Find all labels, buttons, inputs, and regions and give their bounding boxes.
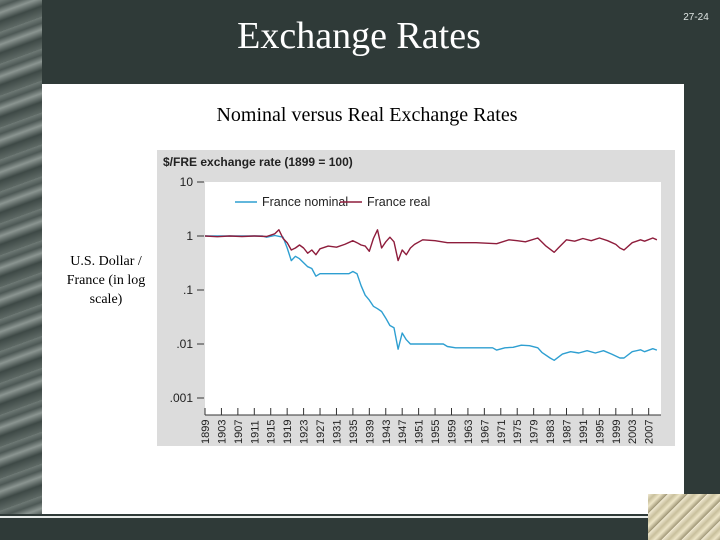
x-tick-label: 1999 — [611, 420, 623, 444]
x-tick-label: 2007 — [644, 420, 656, 444]
x-tick-label: 2003 — [627, 420, 639, 444]
x-tick-label: 1983 — [545, 420, 557, 444]
y-tick-label: .01 — [176, 337, 193, 351]
x-axis: 1899 1903 1907 1911 1915 1919 1923 1927 1931 1935… — [200, 408, 661, 444]
plot-area — [205, 182, 661, 415]
series-lines — [204, 229, 658, 361]
x-tick-label: 1959 — [446, 420, 458, 444]
x-tick-label: 1943 — [381, 420, 393, 444]
x-tick-label: 1927 — [315, 420, 327, 444]
legend-label: France real — [367, 195, 430, 209]
x-tick-label: 1951 — [414, 420, 426, 444]
x-tick-label: 1947 — [397, 420, 409, 444]
series-line-france-real — [204, 229, 658, 262]
x-tick-label: 1935 — [348, 420, 360, 444]
legend: France nominal France real — [235, 195, 430, 209]
legend-label: France nominal — [262, 195, 348, 209]
right-frame — [684, 0, 720, 540]
x-tick-label: 1907 — [233, 420, 245, 444]
x-tick-label: 1971 — [496, 420, 508, 444]
page-number: 27-24 — [683, 12, 709, 23]
y-tick-label: .001 — [170, 391, 194, 405]
bottom-rule — [0, 516, 650, 518]
left-texture-strip — [0, 0, 42, 540]
chart-title: $/FRE exchange rate (1899 = 100) — [163, 155, 353, 169]
x-tick-label: 1911 — [249, 420, 261, 444]
axis-side-note: U.S. Dollar / France (in log scale) — [66, 254, 146, 307]
series-line-france-nominal — [205, 234, 658, 361]
x-tick-label: 1955 — [430, 420, 442, 444]
x-tick-label: 1987 — [562, 420, 574, 444]
slide-subtitle: Nominal versus Real Exchange Rates — [216, 104, 518, 126]
x-tick-label: 1919 — [282, 420, 294, 444]
exchange-rate-chart: $/FRE exchange rate (1899 = 100) 10 1 .1 .0… — [157, 150, 675, 446]
x-tick-label: 1967 — [479, 420, 491, 444]
y-axis: 10 1 .1 .01 .001 — [170, 175, 204, 405]
y-tick-label: 10 — [180, 175, 194, 189]
x-tick-label: 1979 — [529, 420, 541, 444]
title-band — [42, 0, 684, 84]
y-tick-label: 1 — [186, 229, 193, 243]
x-tick-label: 1975 — [512, 420, 524, 444]
x-tick-label: 1899 — [200, 420, 212, 444]
x-tick-label: 1991 — [578, 420, 590, 444]
y-tick-label: .1 — [183, 283, 193, 297]
bottom-bar — [0, 514, 720, 540]
x-tick-label: 1931 — [331, 420, 343, 444]
x-tick-label: 1923 — [299, 420, 311, 444]
x-tick-label: 1939 — [364, 420, 376, 444]
slide-title: Exchange Rates — [237, 15, 481, 57]
x-tick-label: 1963 — [463, 420, 475, 444]
x-tick-label: 1903 — [216, 420, 228, 444]
x-tick-label: 1915 — [266, 420, 278, 444]
corner-decoration — [648, 494, 720, 540]
x-tick-label: 1995 — [594, 420, 606, 444]
